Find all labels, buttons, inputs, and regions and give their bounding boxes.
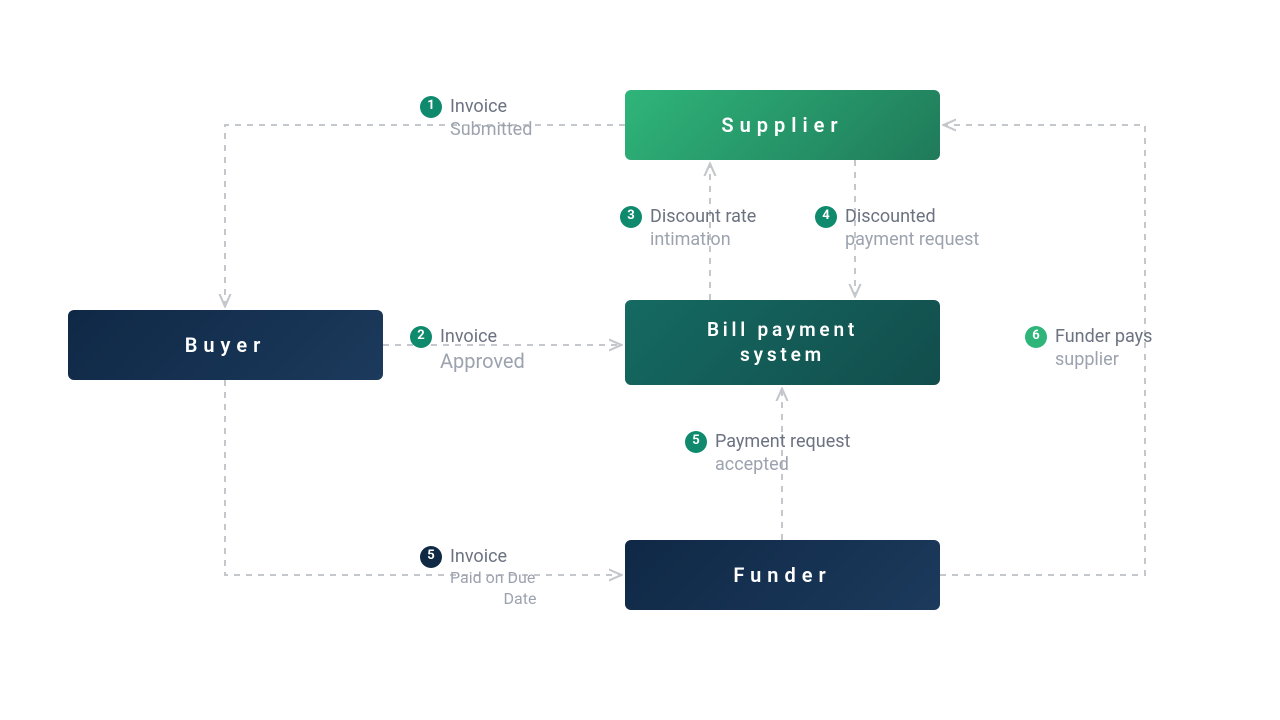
node-supplier: Supplier [625, 90, 940, 160]
node-bill-label: Bill payment system [707, 318, 858, 367]
badge-2: 2 [410, 326, 432, 348]
badge-1: 1 [420, 96, 442, 118]
badge-5b: 5 [420, 546, 442, 568]
flowchart-canvas: Supplier Buyer Bill payment system Funde… [0, 0, 1280, 720]
badge-4: 4 [815, 206, 837, 228]
step-5b-label: 5 Invoice Paid on Due Date [420, 545, 590, 610]
step-4-label: 4 Discounted payment request [815, 205, 1015, 252]
badge-5a: 5 [685, 431, 707, 453]
step-6-label: 6 Funder pays supplier [1025, 325, 1195, 372]
step-5a-label: 5 Payment request accepted [685, 430, 905, 477]
node-buyer: Buyer [68, 310, 383, 380]
badge-6: 6 [1025, 326, 1047, 348]
badge-3: 3 [620, 206, 642, 228]
step-3-label: 3 Discount rate intimation [620, 205, 780, 252]
node-buyer-label: Buyer [185, 332, 267, 358]
node-bill-payment: Bill payment system [625, 300, 940, 385]
step-1-label: 1 Invoice Submitted [420, 95, 532, 142]
node-funder: Funder [625, 540, 940, 610]
node-supplier-label: Supplier [721, 112, 843, 138]
node-funder-label: Funder [733, 562, 831, 588]
step-2-label: 2 Invoice Approved [410, 325, 525, 374]
